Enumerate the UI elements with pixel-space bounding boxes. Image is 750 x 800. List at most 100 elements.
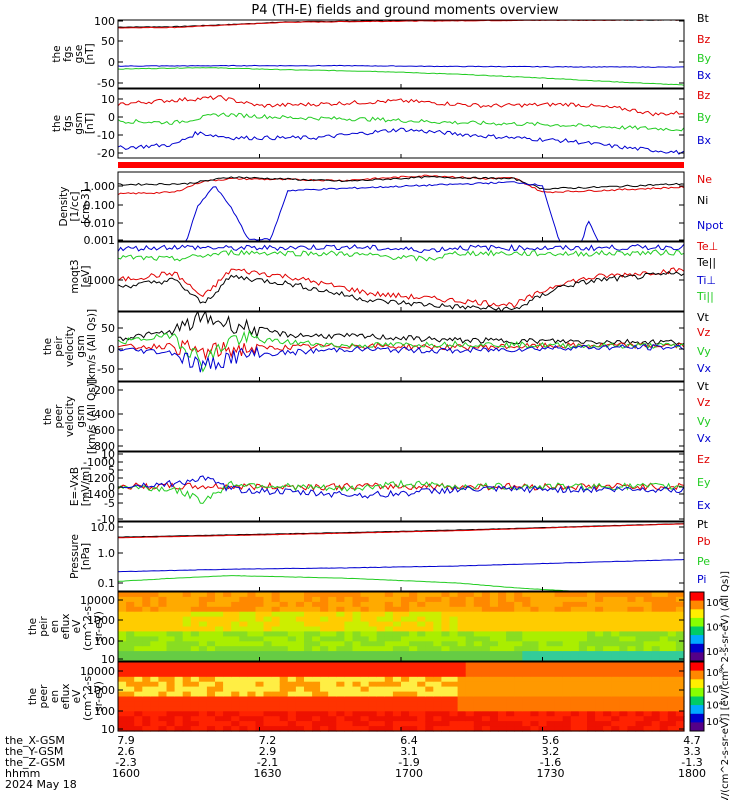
y-axis-label: (cm^2-s- [82, 602, 94, 651]
y-axis-label: eflux [60, 614, 72, 640]
x-tick-label: -2.3 [115, 756, 136, 769]
colorbar-label: [eV/(cm^2-s-sr-eV)] [eV/(cm^2-s-sr-eV) (… [720, 571, 731, 800]
y-axis-label: [mV/m] [80, 467, 92, 506]
y-tick-label: 0.100 [84, 199, 116, 212]
x-axis-block: the_X-GSM 7.9 7.2 6.4 5.6 4.7 the_Y-GSM 2.6 2.9 3… [5, 734, 706, 791]
y-axis-label: the [42, 338, 54, 355]
y-tick-label: 10.0 [91, 521, 116, 534]
x-tick-label: 7.2 [259, 734, 277, 747]
y-axis-label: [nT] [84, 43, 96, 64]
legend-label: Ti⊥ [696, 274, 716, 287]
y-axis-label: peer [53, 404, 65, 429]
x-tick-label: 3.2 [542, 745, 560, 758]
series-line-fgs2-1 [118, 112, 684, 132]
colorbar-tick-label: 10⁴ [706, 701, 723, 712]
y-axis-label: [nT] [84, 113, 96, 134]
y-tick-label: 0 [108, 343, 115, 356]
series-line-fgs2-0 [118, 95, 684, 117]
plot-title: P4 (TH-E) fields and ground moments over… [251, 3, 559, 18]
panel-efield: Ez Ey Ex 10 5 0 -5 -10 E=-VxB [mV/m] [69, 448, 711, 526]
series-line-fgs1-1 [118, 20, 684, 29]
y-axis-label: Density [58, 187, 70, 227]
y-axis-label: gsm [73, 112, 85, 134]
x-row-label: hhmm [5, 767, 40, 780]
y-axis-label: the [51, 45, 63, 62]
series-line-temperature-0 [118, 267, 684, 309]
y-tick-label: 10000 [80, 665, 115, 678]
legend-label: Ey [697, 476, 711, 489]
y-axis-label: velocity [64, 326, 76, 367]
panel-frame [117, 241, 685, 312]
legend-label: By [697, 111, 712, 124]
y-axis-label: (cm^2-s- [82, 672, 94, 721]
y-axis-label: gse [73, 45, 85, 64]
series-line-temperature-3 [118, 249, 684, 262]
series-line-density-1 [118, 175, 684, 190]
legend-label: By [697, 52, 712, 65]
series-line-pressure-2 [118, 575, 581, 591]
panel-peer_velocity: Vt Vz Vy Vx -200 -400 -600 -800 -1000 -1200 -1400 t… [42, 379, 712, 501]
y-axis-label: eV [71, 689, 83, 703]
legend-label: Vx [697, 362, 712, 375]
y-tick-label: -400 [90, 408, 115, 421]
y-tick-label: -800 [90, 440, 115, 453]
series-line-temperature-2 [118, 243, 684, 254]
y-axis-label: sr-eV) [93, 611, 105, 642]
series-line-temperature-1 [118, 271, 684, 311]
y-axis-label: sr-eV) [93, 681, 105, 712]
panel-temperature: Te⊥ Te|| Ti⊥ Ti|| 1000 moqt3 [eV] [69, 240, 718, 312]
x-tick-label: 1800 [678, 767, 706, 780]
legend-label: Bx [697, 69, 712, 82]
y-tick-label: -1200 [83, 472, 115, 485]
y-tick-label: -20 [97, 147, 115, 160]
x-tick-label: -1.6 [540, 756, 561, 769]
x-tick-label: -1.3 [681, 756, 702, 769]
spectrogram-peir_spec [118, 592, 685, 662]
y-tick-label: -50 [97, 363, 115, 376]
colorbar-tick-label: 10⁶ [706, 684, 723, 695]
x-row-label: the_Y-GSM [5, 745, 63, 758]
series-line-density-0 [118, 174, 684, 196]
series-line-pressure-1 [118, 523, 684, 539]
y-tick-label: 0 [108, 481, 115, 494]
legend-label: Ex [697, 499, 711, 512]
panel-density: Ne Ni Npot 1.000 0.100 0.010 0.001 Density [1/cc… [58, 171, 724, 247]
x-row-label: the_X-GSM [5, 734, 65, 747]
y-tick-label: 0.001 [84, 234, 116, 247]
panel-frame [117, 171, 685, 242]
x-tick-label: 3.1 [400, 745, 418, 758]
legend-label: Vy [697, 345, 711, 358]
series-line-fgs2-2 [118, 127, 684, 155]
series-line-velocity-3 [118, 344, 684, 373]
y-axis-label: fgs [62, 46, 74, 62]
legend-label: Ne [697, 173, 712, 186]
x-tick-label: -1.9 [398, 756, 419, 769]
series-line-pressure-3 [118, 559, 684, 573]
y-tick-label: 5 [108, 464, 115, 477]
legend-label: Vx [697, 432, 712, 445]
panel-velocity: Vt Vz Vy Vx 50 0 -50 the peir velocity gsm [km/s (A… [42, 309, 712, 384]
spectrogram-peer_spec [118, 662, 685, 732]
y-tick-label: 100 [94, 15, 115, 28]
x-tick-label: 1630 [254, 767, 282, 780]
series-line-efield-1 [118, 479, 684, 504]
y-tick-label: 10 [101, 448, 115, 461]
colorbar-peir_spec: 10⁶ 10⁴ 10² [689, 591, 723, 662]
y-axis-label: en [49, 620, 61, 633]
panel-fgs2: Bz By Bx 10 0 -10 -20 the fgs gsm [nT] [51, 88, 712, 160]
colorbar-tick-label: 10⁶ [706, 598, 723, 609]
y-tick-label: 0 [108, 111, 115, 124]
series-line-efield-0 [118, 481, 684, 491]
panel-peer_spec: 10⁸ 10⁶ 10⁴ 10² 10000 1000 100 10 the peer en eflux… [27, 661, 723, 736]
legend-label: Vy [697, 415, 711, 428]
y-axis-label: [cm-3] [80, 189, 92, 224]
x-tick-label: 1700 [395, 767, 423, 780]
y-axis-label: moqt3 [69, 259, 81, 293]
y-tick-label: 50 [101, 35, 115, 48]
legend-label: Pe [697, 555, 710, 568]
y-tick-label: 0 [108, 56, 115, 69]
y-tick-label: 100 [94, 635, 115, 648]
y-tick-label: -10 [97, 513, 115, 526]
